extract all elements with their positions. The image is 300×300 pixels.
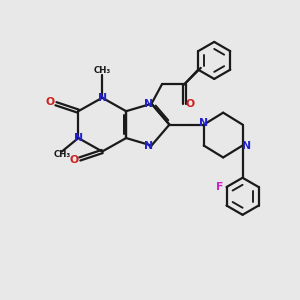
Text: N: N [242, 140, 251, 151]
Text: F: F [216, 182, 224, 192]
Text: N: N [199, 118, 208, 128]
Text: N: N [144, 99, 153, 109]
Text: CH₃: CH₃ [94, 66, 111, 75]
Text: N: N [74, 133, 83, 143]
Text: CH₃: CH₃ [53, 150, 70, 159]
Text: O: O [46, 97, 55, 107]
Text: O: O [185, 99, 194, 109]
Text: O: O [70, 155, 79, 166]
Text: N: N [144, 140, 153, 151]
Text: N: N [98, 93, 107, 103]
